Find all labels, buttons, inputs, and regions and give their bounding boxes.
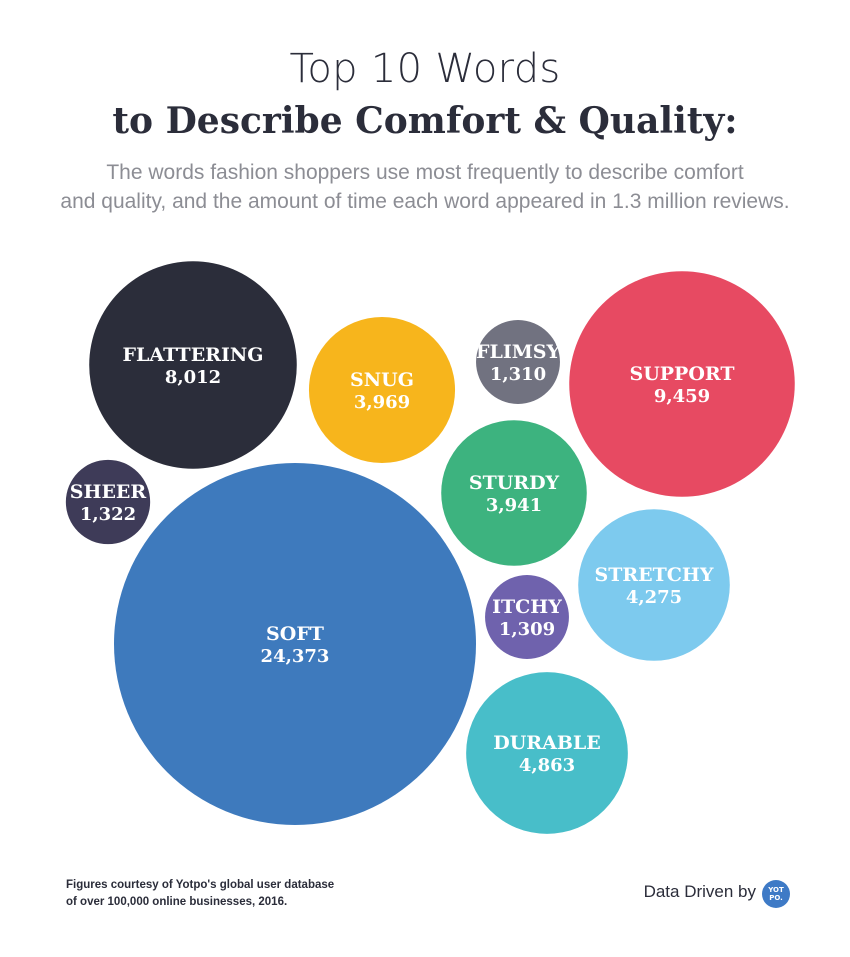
logo-text-line2: PO. — [769, 894, 783, 902]
bubble-count-sturdy: 3,941 — [486, 495, 542, 516]
footnote-line2: of over 100,000 online businesses, 2016. — [66, 896, 288, 908]
bubble-word-flimsy: FLIMSY — [476, 341, 560, 363]
bubble-circle-snug — [308, 316, 456, 464]
bubble-word-flattering: FLATTERING — [123, 344, 264, 366]
bubble-count-flattering: 8,012 — [165, 367, 221, 388]
bubble-circle-flimsy — [476, 320, 560, 404]
bubble-word-durable: DURABLE — [493, 732, 600, 754]
yotpo-logo-icon[interactable]: YOT PO. — [762, 880, 790, 908]
bubble-count-durable: 4,863 — [519, 755, 575, 776]
bubble-word-stretchy: STRETCHY — [595, 564, 714, 586]
bubble-word-support: SUPPORT — [629, 363, 734, 385]
bubble-word-snug: SNUG — [350, 369, 414, 391]
bubble-count-flimsy: 1,310 — [490, 364, 546, 385]
subtitle-line2: and quality, and the amount of time each… — [60, 190, 790, 213]
bubble-count-itchy: 1,309 — [499, 619, 555, 640]
page-subtitle: The words fashion shoppers use most freq… — [40, 158, 810, 216]
bubble-count-sheer: 1,322 — [80, 504, 136, 525]
footnote-line1: Figures courtesy of Yotpo's global user … — [66, 879, 335, 891]
bubble-word-soft: SOFT — [266, 623, 324, 645]
bubble-circle-flattering — [89, 261, 297, 469]
bubble-word-sheer: SHEER — [70, 481, 147, 503]
bubble-word-itchy: ITCHY — [492, 596, 562, 618]
bubble-circle-itchy — [485, 575, 569, 659]
bubble-count-snug: 3,969 — [354, 392, 410, 413]
subtitle-line1: The words fashion shoppers use most freq… — [106, 161, 744, 184]
bubble-circle-sturdy — [441, 420, 587, 566]
bubble-circle-durable — [466, 672, 628, 834]
source-footnote: Figures courtesy of Yotpo's global user … — [66, 877, 396, 911]
bubble-circle-sheer — [65, 459, 151, 545]
credit: Data Driven by YOT PO. — [600, 880, 800, 908]
bubble-word-sturdy: STURDY — [469, 472, 560, 494]
bubble-circle-support — [569, 271, 795, 497]
bubble-circle-stretchy — [578, 509, 730, 661]
credit-text: Data Driven by — [643, 882, 756, 901]
page-title: Top 10 Words — [289, 46, 561, 92]
logo-text-line1: YOT — [768, 886, 784, 894]
bubble-circle-soft — [114, 463, 476, 825]
page-title-line2: to Describe Comfort & Quality: — [112, 100, 738, 142]
bubble-count-soft: 24,373 — [261, 646, 330, 667]
bubble-count-stretchy: 4,275 — [626, 587, 682, 608]
bubble-count-support: 9,459 — [654, 386, 710, 407]
